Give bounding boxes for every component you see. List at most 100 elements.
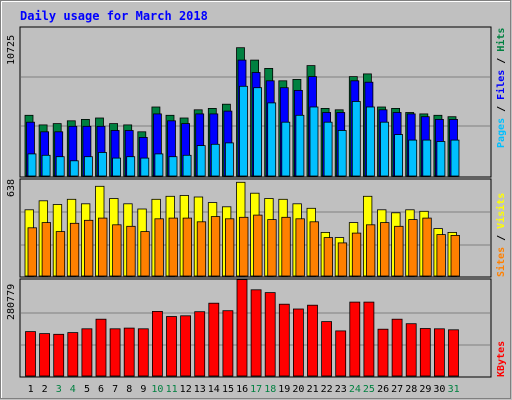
kbytes-bar <box>151 310 163 377</box>
pages-bar <box>351 101 361 177</box>
middle-legend: Sites / Visits <box>495 193 507 277</box>
x-tick-label: 18 <box>264 384 276 395</box>
legend-sites: Sites <box>495 247 507 277</box>
sites-bar <box>41 222 51 277</box>
sites-bar <box>351 232 362 277</box>
top-legend: Pages / Files / Hits <box>495 28 507 148</box>
sites-bar <box>182 217 193 277</box>
kbytes-bar <box>377 328 389 377</box>
sites-bar <box>295 218 305 277</box>
pages-bar <box>365 106 375 177</box>
sites-bar <box>365 224 376 277</box>
kbytes-bar <box>433 328 445 377</box>
middle-ymax-label: 638 <box>6 179 17 197</box>
sites-bar <box>309 221 319 277</box>
kbytes-bar <box>137 328 149 377</box>
pages-bar <box>239 85 248 177</box>
sites-bar <box>267 219 277 277</box>
x-tick-label: 3 <box>56 384 62 395</box>
kbytes-bar <box>166 316 177 377</box>
sites-bar <box>380 222 390 277</box>
sites-bar <box>408 219 418 277</box>
x-tick-label: 2 <box>42 384 48 395</box>
sites-bar <box>450 234 460 277</box>
x-tick-label: 12 <box>180 384 192 395</box>
x-tick-label: 17 <box>250 384 262 395</box>
kbytes-bar <box>53 333 65 377</box>
x-tick-label: 13 <box>194 384 206 395</box>
x-axis-day-labels: 1 2 3 4 5 6 7 8 9 10 11 12 13 14 15 16 17 18 19 20 21 22 23 24 2… <box>28 384 460 395</box>
x-tick-label: 4 <box>70 384 76 395</box>
x-tick-label: 19 <box>278 384 290 395</box>
kbytes-bar <box>39 333 50 377</box>
sites-bar <box>337 242 348 277</box>
x-tick-label: 26 <box>377 384 389 395</box>
x-tick-label: 20 <box>292 384 304 395</box>
kbytes-bar <box>278 303 290 377</box>
legend-hits: Hits <box>495 28 507 52</box>
legend-visits: Visits <box>495 193 507 229</box>
x-tick-label: 29 <box>419 384 431 395</box>
x-tick-label: 23 <box>335 384 347 395</box>
sites-bar <box>394 225 404 277</box>
kbytes-bar <box>25 331 36 377</box>
kbytes-bar <box>405 323 417 377</box>
pages-bar <box>98 152 107 177</box>
top-ymax-label: 10725 <box>6 35 17 65</box>
kbytes-bar <box>292 308 304 377</box>
kbytes-bar <box>236 279 248 377</box>
pages-bar <box>84 156 93 177</box>
kbytes-bar <box>264 292 276 377</box>
pages-bar <box>309 106 319 177</box>
kbytes-bar <box>419 328 431 377</box>
x-tick-label: 7 <box>112 384 118 395</box>
pages-bar <box>436 141 446 177</box>
kbytes-bar <box>123 327 135 377</box>
kbytes-bar <box>307 304 318 377</box>
pages-bar <box>210 143 220 177</box>
kbytes-bar <box>222 310 234 377</box>
kbytes-bar <box>391 318 403 377</box>
x-tick-label: 15 <box>222 384 234 395</box>
x-tick-label: 22 <box>321 384 333 395</box>
svg-text:Pages / Files / Hits: Pages / Files / Hits <box>495 28 507 148</box>
pages-bar <box>196 145 206 177</box>
pages-bar <box>140 157 150 177</box>
kbytes-bar <box>180 315 192 377</box>
sites-bar <box>224 218 235 277</box>
sites-bar <box>140 231 150 277</box>
kbytes-bar <box>335 330 347 377</box>
kbytes-bar <box>194 311 206 377</box>
sites-bar <box>84 219 94 277</box>
legend-files: Files <box>495 70 507 100</box>
legend-kbytes: KBytes <box>496 341 507 377</box>
svg-text:Sites / Visits: Sites / Visits <box>495 193 507 277</box>
sites-bar <box>112 224 122 277</box>
kbytes-bar <box>349 301 361 377</box>
sites-bar <box>69 222 80 277</box>
pages-bar <box>422 139 432 177</box>
kbytes-bar <box>208 302 220 377</box>
middle-panel-bars <box>24 181 460 277</box>
sites-bar <box>436 234 446 277</box>
kbytes-bar <box>250 289 262 377</box>
x-tick-label: 27 <box>391 384 403 395</box>
x-tick-label: 16 <box>236 384 248 395</box>
kbytes-bar <box>363 301 375 377</box>
pages-bar <box>154 153 164 177</box>
sites-bar <box>27 227 37 277</box>
pages-bar <box>69 160 79 177</box>
x-tick-label: 5 <box>84 384 90 395</box>
sites-bar <box>281 216 291 277</box>
kbytes-bar <box>448 329 459 377</box>
bottom-panel-bars <box>25 279 459 377</box>
pages-bar <box>55 156 65 177</box>
pages-bar <box>408 139 418 177</box>
x-tick-label: 21 <box>307 384 319 395</box>
sites-bar <box>126 225 136 277</box>
pages-bar <box>281 121 291 177</box>
kbytes-bar <box>67 332 79 377</box>
sites-bar <box>422 217 432 277</box>
x-tick-label: 10 <box>151 384 163 395</box>
